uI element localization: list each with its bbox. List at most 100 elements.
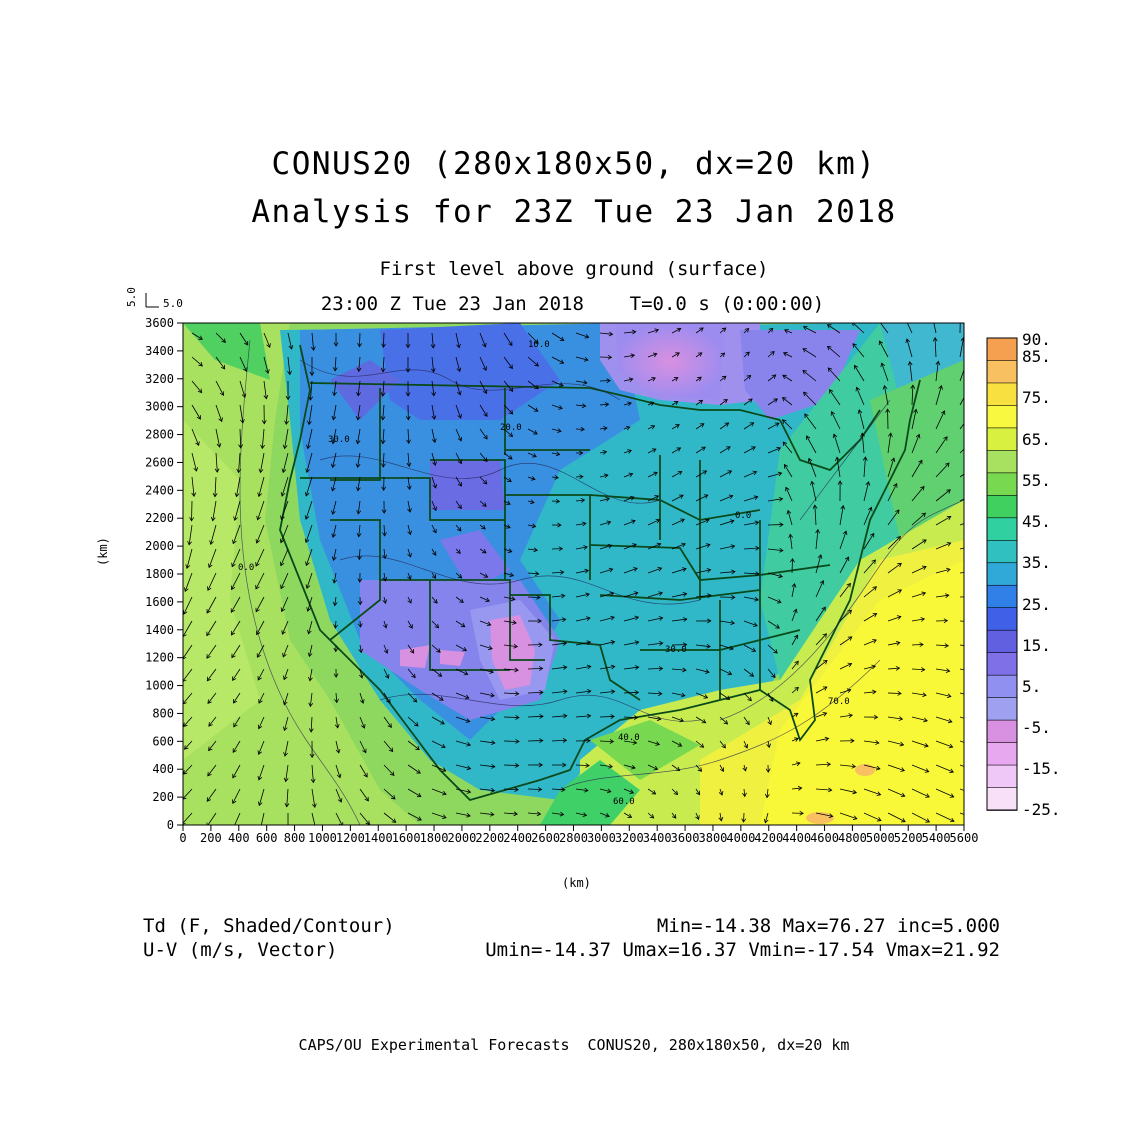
wind-vector bbox=[911, 788, 930, 798]
wind-vector-head bbox=[279, 561, 285, 567]
wind-vector bbox=[815, 606, 826, 622]
wind-vector bbox=[787, 510, 793, 526]
wind-vector-head bbox=[842, 530, 848, 536]
wind-vector-head bbox=[187, 540, 192, 546]
wind-vector bbox=[431, 380, 435, 396]
colorbar-swatch bbox=[986, 495, 1018, 519]
wind-vector bbox=[479, 788, 495, 792]
wind-vector-head bbox=[629, 789, 635, 794]
wind-vector bbox=[935, 385, 942, 406]
wind-vector-head bbox=[441, 767, 447, 772]
wind-vector-head bbox=[938, 385, 943, 390]
wind-vector-head bbox=[896, 615, 902, 620]
wind-vector-head bbox=[604, 402, 610, 407]
wind-vector-head bbox=[582, 812, 588, 818]
contour-label: 40.0 bbox=[618, 733, 640, 743]
wind-vector bbox=[206, 668, 217, 681]
contour-label: 0.0 bbox=[735, 511, 751, 521]
colorbar-swatch bbox=[986, 764, 1018, 789]
wind-vector-head bbox=[431, 415, 437, 420]
wind-vector-head bbox=[775, 624, 780, 629]
wind-vector bbox=[183, 644, 193, 660]
wind-vector-head bbox=[558, 382, 564, 387]
wind-vector bbox=[806, 435, 817, 454]
wind-vector-head bbox=[653, 765, 659, 771]
wind-vector bbox=[503, 524, 511, 529]
wind-vector-head bbox=[491, 740, 496, 745]
wind-vector bbox=[647, 668, 663, 670]
wind-vector bbox=[815, 580, 824, 598]
wind-vector-head bbox=[562, 665, 568, 670]
wind-vector-head bbox=[944, 593, 950, 599]
wind-vector bbox=[258, 764, 265, 780]
wind-vector-head bbox=[899, 741, 905, 747]
wind-vector-head bbox=[610, 689, 616, 695]
x-tick-label: 800 bbox=[284, 831, 306, 845]
wind-vector-head bbox=[585, 763, 590, 768]
wind-vector-head bbox=[563, 689, 568, 695]
x-tick-label: 200 bbox=[200, 831, 222, 845]
wind-vector bbox=[782, 441, 793, 454]
wind-vector bbox=[803, 391, 817, 406]
wind-vector-head bbox=[852, 343, 857, 348]
wind-vector bbox=[647, 448, 657, 454]
wind-vector bbox=[695, 716, 706, 724]
wind-vector bbox=[959, 498, 964, 502]
wind-vector bbox=[332, 476, 337, 491]
wind-vector bbox=[309, 668, 313, 681]
wind-vector-head bbox=[919, 642, 924, 648]
wind-vector-head bbox=[948, 743, 954, 749]
wind-vector bbox=[959, 764, 964, 767]
wind-vector bbox=[959, 716, 964, 719]
wind-vector bbox=[479, 716, 495, 720]
wind-vector-head bbox=[871, 559, 876, 565]
wind-vector-head bbox=[382, 532, 387, 537]
wind-vector-head bbox=[488, 645, 493, 651]
wind-vector-head bbox=[745, 720, 750, 726]
wind-vector bbox=[671, 668, 687, 671]
wind-vector-head bbox=[870, 532, 875, 538]
wind-vector-head bbox=[384, 674, 390, 679]
wind-vector-head bbox=[847, 662, 853, 668]
wind-vector bbox=[479, 668, 494, 673]
wind-vector-head bbox=[751, 647, 757, 652]
wind-vector bbox=[455, 572, 462, 579]
wind-vector-head bbox=[882, 385, 888, 390]
y-axis-label: (km) bbox=[96, 537, 110, 566]
wind-vector-head bbox=[895, 665, 901, 671]
wind-vector-head bbox=[234, 492, 240, 498]
wind-vector bbox=[959, 547, 964, 550]
x-tick-label: 2600 bbox=[531, 831, 560, 845]
wind-vector-head bbox=[460, 622, 466, 628]
wind-vector bbox=[382, 380, 385, 396]
wind-vector-head bbox=[826, 324, 832, 329]
wind-vector bbox=[284, 716, 289, 731]
wind-vector-head bbox=[876, 791, 882, 796]
wind-vector bbox=[808, 458, 817, 478]
wind-vector bbox=[285, 404, 289, 425]
wind-vector bbox=[284, 740, 289, 757]
wind-vector bbox=[764, 812, 769, 823]
contour-label: 0.0 bbox=[238, 563, 254, 573]
wind-vector-head bbox=[539, 738, 544, 744]
wind-vector-head bbox=[508, 364, 513, 370]
wind-vector bbox=[719, 668, 732, 675]
x-tick-label: 3800 bbox=[699, 831, 728, 845]
wind-vector-head bbox=[532, 453, 537, 458]
wind-vector-head bbox=[381, 509, 387, 514]
wind-vector-head bbox=[482, 342, 487, 348]
wind-vector-head bbox=[875, 740, 880, 745]
wind-vector bbox=[479, 380, 487, 394]
wind-vector-head bbox=[895, 640, 901, 646]
wind-vector bbox=[234, 500, 241, 521]
wind-vector-head bbox=[580, 497, 586, 503]
wind-vector bbox=[791, 661, 799, 670]
wind-vector-head bbox=[675, 352, 680, 357]
wind-vector-head bbox=[782, 419, 787, 424]
wind-vector bbox=[407, 572, 411, 580]
wind-vector-head bbox=[730, 544, 736, 549]
y-tick-label: 1000 bbox=[145, 679, 174, 693]
wind-vector bbox=[207, 692, 217, 704]
wind-vector bbox=[671, 618, 687, 622]
wind-vector-head bbox=[334, 698, 339, 704]
